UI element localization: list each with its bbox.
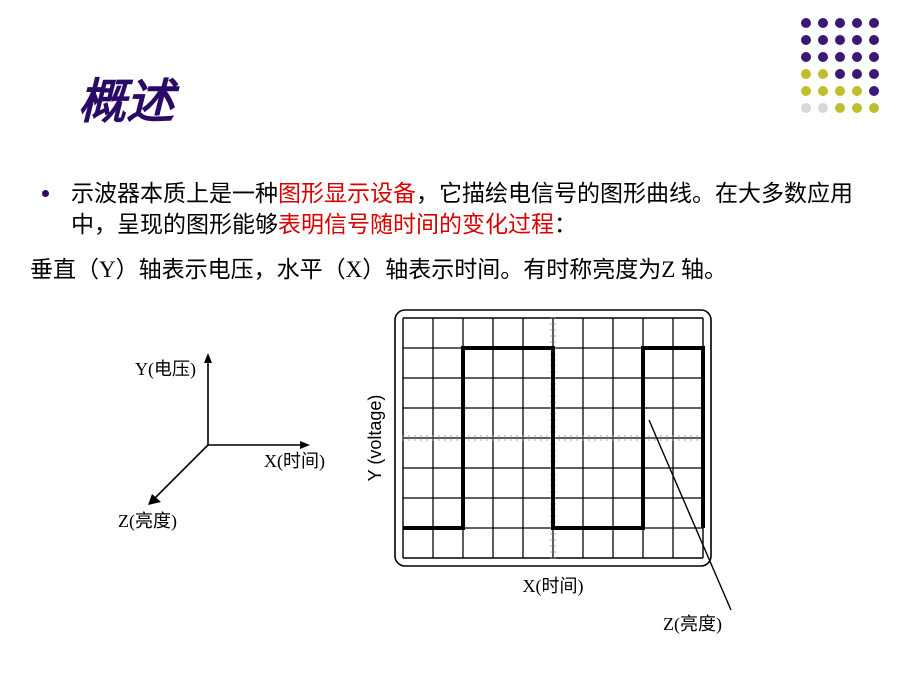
figure-svg: Y(电压) X(时间) Z(亮度) Y (voltage) X(时间) Z(亮度): [118, 300, 798, 680]
figure: Y(电压) X(时间) Z(亮度) Y (voltage) X(时间) Z(亮度): [118, 300, 798, 680]
svg-text:Z(亮度): Z(亮度): [663, 614, 722, 635]
svg-text:X(时间): X(时间): [264, 451, 325, 472]
bullet-pre1: 示波器本质上是一种: [71, 181, 278, 206]
svg-text:Y (voltage): Y (voltage): [365, 395, 385, 482]
bullet-paragraph: 示波器本质上是一种图形显示设备，它描绘电信号的图形曲线。在大多数应用中，呈现的图…: [42, 178, 872, 240]
svg-text:X(时间): X(时间): [523, 576, 584, 597]
bullet-text: 示波器本质上是一种图形显示设备，它描绘电信号的图形曲线。在大多数应用中，呈现的图…: [71, 178, 872, 240]
bullet-highlight-2: 表明信号随时间的变化过程: [278, 212, 554, 237]
decorative-dots: [801, 18, 896, 130]
bullet-dot-icon: [42, 190, 49, 197]
bullet-post2: ：: [554, 212, 577, 237]
svg-text:Z(亮度): Z(亮度): [118, 511, 177, 532]
bullet-highlight-1: 图形显示设备: [278, 181, 416, 206]
page-title: 概述: [78, 62, 174, 132]
svg-text:Y(电压): Y(电压): [135, 359, 196, 380]
body-line-2: 垂直（Y）轴表示电压，水平（X）轴表示时间。有时称亮度为Z 轴。: [30, 250, 890, 284]
